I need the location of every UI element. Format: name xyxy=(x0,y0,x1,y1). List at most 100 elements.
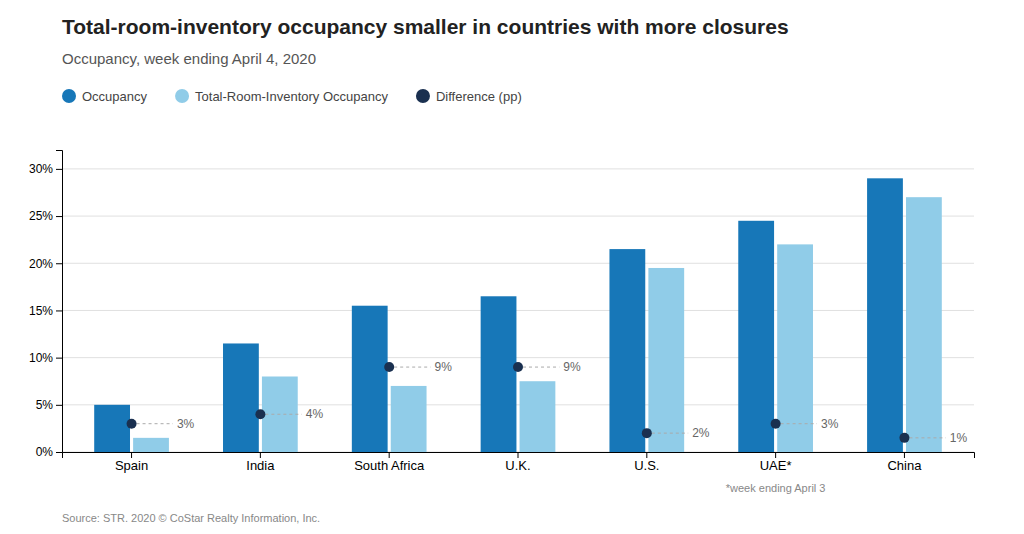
x-tick: U.S. xyxy=(634,452,659,473)
x-tick: U.K. xyxy=(505,452,530,473)
grid-line xyxy=(62,310,974,311)
x-tick-mark xyxy=(518,452,519,458)
bar xyxy=(520,381,556,452)
bar xyxy=(609,249,645,452)
legend-label: Occupancy xyxy=(82,89,148,104)
y-axis: 0% 5% 10% 15% 20% 25% 30% xyxy=(29,151,63,460)
label-connector xyxy=(781,423,817,424)
label-connector xyxy=(394,367,430,368)
subtitle: Occupancy, week ending April 4, 2020 xyxy=(62,50,316,67)
grid-line xyxy=(62,357,974,358)
x-tick-label: India xyxy=(246,458,275,473)
dot xyxy=(642,428,652,438)
bar xyxy=(738,221,774,452)
grid xyxy=(62,169,974,452)
dot xyxy=(255,409,265,419)
data-label: 3% xyxy=(821,417,839,431)
x-tick: South Africa xyxy=(354,452,425,473)
y-tick-label: 0% xyxy=(36,445,54,459)
y-tick: 5% xyxy=(36,398,62,412)
grid-line xyxy=(62,168,974,169)
y-tick-label: 30% xyxy=(29,162,53,176)
y-tick-mark xyxy=(56,169,62,170)
y-tick-mark xyxy=(56,310,62,311)
y-tick: 30% xyxy=(29,162,62,176)
y-tick: 20% xyxy=(29,257,62,271)
label-connector xyxy=(137,423,173,424)
x-tick: Spain xyxy=(115,452,148,473)
y-tick-label: 10% xyxy=(29,351,53,365)
label-connector xyxy=(909,437,945,438)
y-axis-line xyxy=(56,151,63,453)
y-tick-label: 5% xyxy=(36,398,54,412)
data-label: 4% xyxy=(306,407,324,421)
grid-line xyxy=(62,404,974,405)
chart: Total-room-inventory occupancy smaller i… xyxy=(0,0,1024,534)
x-axis: Spain India South Africa U.K. U.S. UAE* China xyxy=(63,452,975,473)
y-tick: 10% xyxy=(29,351,62,365)
legend-item: Total-Room-Inventory Occupancy xyxy=(175,89,388,104)
x-tick-mark xyxy=(131,452,132,458)
x-tick-mark xyxy=(260,452,261,458)
y-tick: 25% xyxy=(29,209,62,223)
legend: Occupancy Total-Room-Inventory Occupancy D… xyxy=(62,89,522,104)
bar xyxy=(133,438,169,452)
y-tick-label: 15% xyxy=(29,304,53,318)
y-tick-mark xyxy=(56,263,62,264)
footnote: *week ending April 3 xyxy=(726,482,826,494)
data-label: 9% xyxy=(435,360,453,374)
bar xyxy=(867,178,903,452)
data-label: 2% xyxy=(692,426,710,440)
bar xyxy=(777,244,813,452)
data-label: 1% xyxy=(950,431,968,445)
grid-line xyxy=(62,216,974,217)
x-tick-label: U.K. xyxy=(505,458,530,473)
bar xyxy=(391,386,427,452)
legend-label: Total-Room-Inventory Occupancy xyxy=(195,89,388,104)
dot xyxy=(513,362,523,372)
data-labels: 3% 4% 9% 9% 2% 3% 1% xyxy=(177,360,968,445)
bar xyxy=(223,343,259,452)
dot xyxy=(384,362,394,372)
x-tick: India xyxy=(246,452,275,473)
legend-item: Difference (pp) xyxy=(416,89,522,104)
bar xyxy=(481,296,517,452)
x-tick-mark xyxy=(775,452,776,458)
x-tick-mark xyxy=(904,452,905,458)
legend-swatch xyxy=(416,89,430,103)
bar xyxy=(94,405,130,452)
x-tick: UAE* xyxy=(760,452,792,473)
x-axis-line xyxy=(63,453,975,459)
legend-item: Occupancy xyxy=(62,89,148,104)
x-tick-label: U.S. xyxy=(634,458,659,473)
x-tick: China xyxy=(887,452,922,473)
label-connector xyxy=(652,433,688,434)
source: Source: STR. 2020 © CoStar Realty Inform… xyxy=(62,512,320,524)
y-tick-label: 20% xyxy=(29,257,53,271)
x-tick-label: Spain xyxy=(115,458,148,473)
x-tick-label: UAE* xyxy=(760,458,792,473)
legend-swatch xyxy=(175,89,189,103)
dot xyxy=(899,433,909,443)
y-tick: 15% xyxy=(29,304,62,318)
data-label: 9% xyxy=(563,360,581,374)
grid-line xyxy=(62,263,974,264)
y-tick-mark xyxy=(56,405,62,406)
x-tick-mark xyxy=(646,452,647,458)
data-label: 3% xyxy=(177,417,195,431)
x-tick-label: South Africa xyxy=(354,458,425,473)
bar xyxy=(352,306,388,452)
legend-swatch xyxy=(62,89,76,103)
y-tick-label: 25% xyxy=(29,209,53,223)
bar xyxy=(648,268,684,452)
dot xyxy=(771,419,781,429)
plot: 0% 5% 10% 15% 20% 25% 30% Spain India South Afric… xyxy=(29,151,975,495)
dot xyxy=(127,419,137,429)
x-tick-label: China xyxy=(887,458,922,473)
marks xyxy=(94,178,946,452)
y-tick-mark xyxy=(56,452,62,453)
bar xyxy=(906,197,942,452)
y-tick: 0% xyxy=(36,445,62,459)
y-tick-mark xyxy=(56,216,62,217)
legend-label: Difference (pp) xyxy=(436,89,522,104)
